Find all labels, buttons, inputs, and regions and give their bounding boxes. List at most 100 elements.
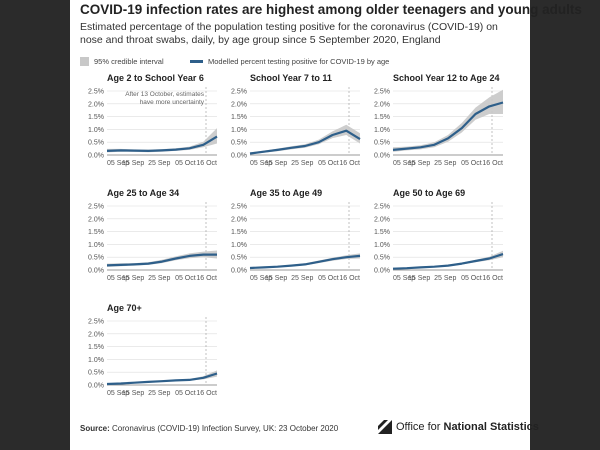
page-title: COVID-19 infection rates are highest amo… [80,2,582,17]
y-tick-label: 1.0% [231,242,247,249]
legend-item-modelled: Modelled percent testing positive for CO… [190,57,389,66]
panel-3: School Year 12 to Age 24 0.0% 0.5% 1.0% 1.5%… [374,73,504,167]
annotation-text: have more uncertainty [140,99,205,106]
y-tick-label: 2.0% [231,216,247,223]
y-tick-label: 1.0% [231,127,247,134]
panel-title: School Year 7 to 11 [250,73,332,83]
y-tick-label: 2.5% [231,204,247,211]
y-tick-label: 0.0% [374,153,390,160]
series-line [249,254,361,270]
ons-logo-icon [378,420,392,434]
panel-1: Age 2 to School Year 6 0.0% 0.5% 1.0% 1.5% 2.… [88,73,218,167]
y-tick-label: 1.0% [374,127,390,134]
source-prefix: Source: [80,424,110,433]
y-tick-label: 2.5% [374,204,390,211]
panel-title: School Year 12 to Age 24 [393,73,500,83]
y-tick-label: 2.5% [231,89,247,96]
panel-title: Age 2 to School Year 6 [107,73,204,83]
panel-6: Age 50 to Age 69 0.0% 0.5% 1.0% 1.5% 2.0% 2.5%… [374,188,504,282]
brand-prefix: Office for [396,421,441,433]
y-tick-label: 1.5% [88,114,104,121]
annotation-text: After 13 October, estimates [125,91,205,98]
series-line [249,129,361,155]
panel-2: School Year 7 to 11 0.0% 0.5% 1.0% 1.5% 2.0% 2… [231,73,361,167]
x-tick-label: 05 Oct [461,160,482,167]
x-tick-label: 16 Oct [196,275,217,282]
y-tick-label: 2.0% [88,101,104,108]
panel-7: Age 70+ 0.0% 0.5% 1.0% 1.5% 2.0% 2.5% 05 Sep15 … [88,303,218,397]
y-tick-label: 1.0% [374,242,390,249]
band-swatch [80,57,89,66]
x-tick-label: 05 Sep [393,160,415,167]
x-tick-label: 05 Oct [318,160,339,167]
series-line [392,101,504,151]
y-tick-label: 1.5% [374,229,390,236]
y-tick-label: 0.0% [88,153,104,160]
x-tick-label: 25 Sep [148,390,170,397]
panel-title: Age 50 to Age 69 [393,188,465,198]
y-tick-label: 2.5% [88,204,104,211]
y-tick-label: 1.5% [231,229,247,236]
x-tick-label: 25 Sep [291,160,313,167]
y-tick-label: 1.0% [88,357,104,364]
x-tick-label: 05 Oct [175,390,196,397]
y-tick-label: 0.5% [231,140,247,147]
x-tick-label: 05 Sep [393,275,415,282]
x-tick-label: 05 Oct [461,275,482,282]
y-tick-label: 0.5% [88,255,104,262]
y-tick-label: 0.5% [88,140,104,147]
y-tick-label: 0.0% [88,383,104,390]
chart-card: COVID-19 infection rates are highest amo… [70,0,582,450]
y-tick-label: 0.0% [374,268,390,275]
y-tick-label: 2.5% [88,89,104,96]
y-tick-label: 1.5% [231,114,247,121]
legend-item-interval: 95% credible interval [80,57,164,66]
small-multiples-chart: Age 2 to School Year 6 0.0% 0.5% 1.0% 1.5% 2.… [88,73,504,397]
y-tick-label: 1.5% [88,229,104,236]
y-tick-label: 2.0% [88,331,104,338]
y-tick-label: 2.0% [231,101,247,108]
interval-band [107,128,217,153]
y-tick-label: 1.0% [88,242,104,249]
source-note: Source: Coronavirus (COVID-19) Infection… [80,424,338,433]
panel-5: Age 35 to Age 49 0.0% 0.5% 1.0% 1.5% 2.0% 2.5%… [231,188,361,282]
y-tick-label: 2.0% [88,216,104,223]
interval-band [107,250,217,267]
series-line [106,372,218,386]
interval-band [393,89,503,152]
y-tick-label: 0.5% [231,255,247,262]
legend-band-label: 95% credible interval [94,57,164,66]
x-tick-label: 25 Sep [148,160,170,167]
x-tick-label: 05 Oct [175,275,196,282]
y-tick-label: 0.0% [231,268,247,275]
x-tick-label: 05 Sep [250,275,272,282]
x-tick-label: 15 Sep [408,275,430,282]
interval-band [250,124,360,155]
y-tick-label: 2.5% [88,319,104,326]
x-tick-label: 25 Sep [148,275,170,282]
brand-bold: National Statistics [443,421,539,433]
panel-title: Age 70+ [107,303,142,313]
panel-title: Age 35 to Age 49 [250,188,322,198]
x-tick-label: 05 Sep [107,390,129,397]
x-tick-label: 15 Sep [265,275,287,282]
y-tick-label: 2.0% [374,101,390,108]
series-line [106,135,218,152]
y-tick-label: 0.5% [374,140,390,147]
x-tick-label: 16 Oct [482,275,503,282]
y-tick-label: 2.0% [374,216,390,223]
y-tick-label: 1.5% [88,344,104,351]
y-tick-label: 2.5% [374,89,390,96]
x-tick-label: 16 Oct [482,160,503,167]
y-tick-label: 0.5% [374,255,390,262]
x-tick-label: 16 Oct [196,160,217,167]
x-tick-label: 05 Sep [250,160,272,167]
panel-title: Age 25 to Age 34 [107,188,179,198]
panel-4: Age 25 to Age 34 0.0% 0.5% 1.0% 1.5% 2.0% 2.5%… [88,188,217,282]
x-tick-label: 05 Sep [107,160,129,167]
page-subtitle: Estimated percentage of the population t… [80,21,498,46]
y-tick-label: 1.0% [88,127,104,134]
x-tick-label: 15 Sep [265,160,287,167]
series-line [106,253,217,267]
line-swatch [190,60,203,63]
